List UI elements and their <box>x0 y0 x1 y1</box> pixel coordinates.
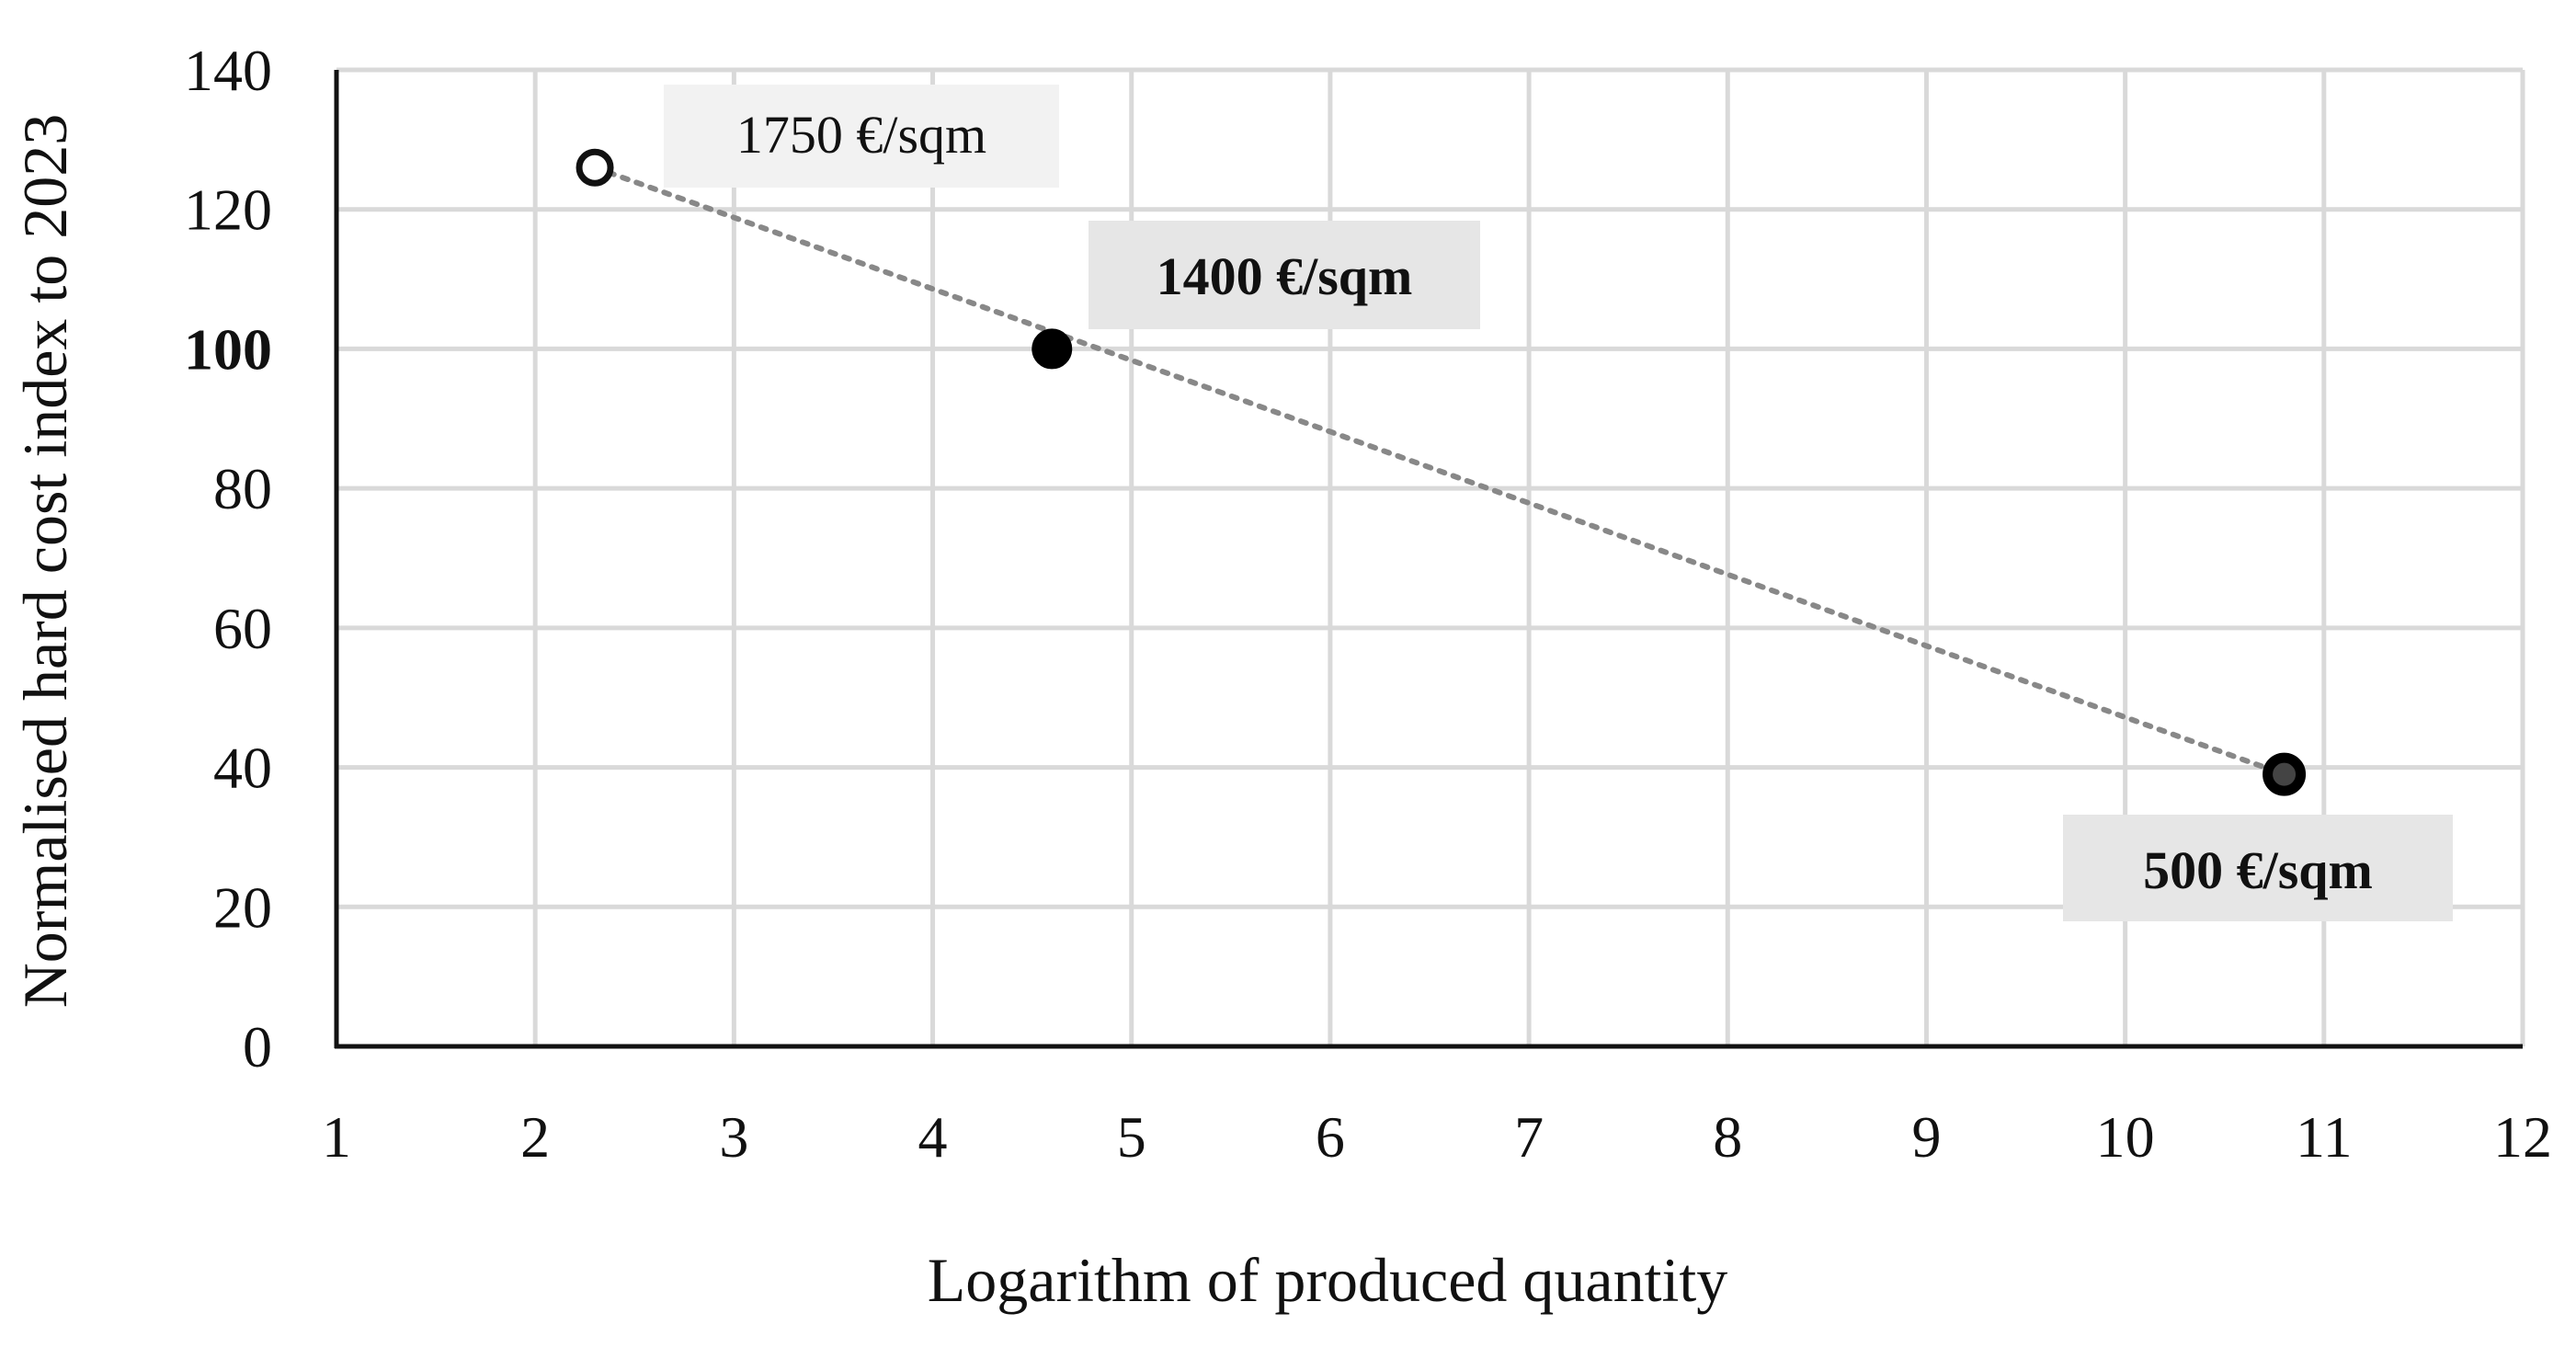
y-tick-label-80: 80 <box>213 456 272 521</box>
data-label-box-2 <box>2063 815 2453 921</box>
annotations: 1750 €/sqm 1400 €/sqm 500 €/sqm <box>664 85 2453 921</box>
data-label-0: 1750 €/sqm <box>736 105 986 165</box>
y-axis-title: Normalised hard cost index to 2023 <box>10 114 80 1009</box>
data-label-box-0 <box>664 85 1059 188</box>
x-tick-label-5: 5 <box>1117 1104 1146 1170</box>
data-point-2 <box>2263 752 2307 796</box>
y-tick-label-120: 120 <box>184 177 272 243</box>
trendline-layer <box>592 165 2287 778</box>
y-tick-label-100: 100 <box>184 316 272 382</box>
data-point-1 <box>1032 328 1073 370</box>
data-point-0 <box>576 148 614 187</box>
y-tick-label-40: 40 <box>213 736 272 801</box>
y-tick-label-140: 140 <box>184 38 272 103</box>
x-tick-label-6: 6 <box>1316 1104 1345 1170</box>
data-label-box-1 <box>1089 221 1480 329</box>
data-label-2: 500 €/sqm <box>2143 840 2373 900</box>
trendline <box>592 165 2287 778</box>
data-label-1: 1400 €/sqm <box>1157 246 1413 306</box>
x-tick-label-4: 4 <box>918 1104 948 1170</box>
x-tick-label-8: 8 <box>1713 1104 1742 1170</box>
x-tick-label-10: 10 <box>2096 1104 2155 1170</box>
x-tick-label-9: 9 <box>1911 1104 1941 1170</box>
x-tick-label-12: 12 <box>2493 1104 2552 1170</box>
y-tick-label-0: 0 <box>243 1014 272 1079</box>
x-tick-label-1: 1 <box>322 1104 351 1170</box>
x-axis-title: Logarithm of produced quantity <box>928 1245 1728 1315</box>
x-tick-label-3: 3 <box>719 1104 748 1170</box>
x-tick-label-7: 7 <box>1514 1104 1544 1170</box>
grid <box>336 67 2525 1046</box>
y-tick-label-20: 20 <box>213 874 272 940</box>
axes <box>334 70 2523 1049</box>
data-points <box>576 148 2307 796</box>
x-tick-label-11: 11 <box>2296 1104 2353 1170</box>
y-tick-label-60: 60 <box>213 596 272 661</box>
x-tick-label-2: 2 <box>520 1104 550 1170</box>
